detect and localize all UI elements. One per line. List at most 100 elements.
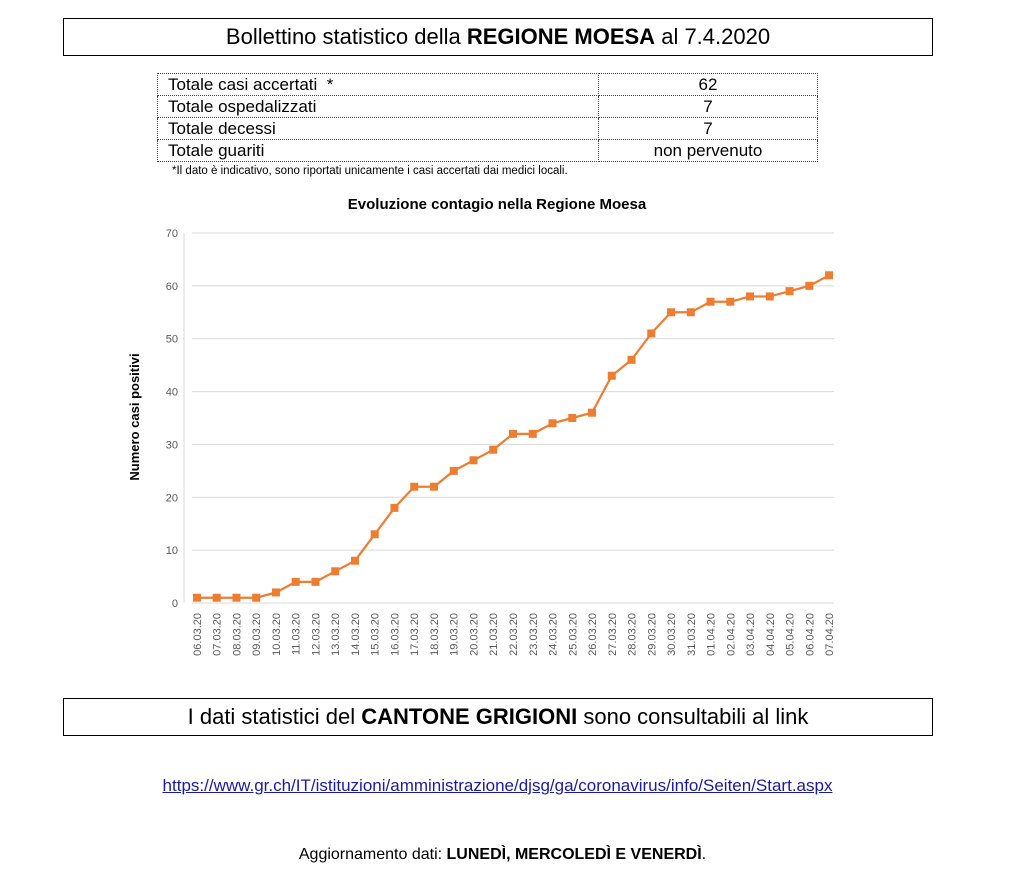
y-tick-label: 20 <box>166 492 178 504</box>
x-tick-label: 07.04.20 <box>824 613 836 656</box>
data-point <box>232 593 241 602</box>
y-axis-ticks: 0 10 20 30 40 50 60 70 <box>166 228 178 610</box>
table-row: Totale guariti non pervenuto <box>157 139 818 162</box>
data-point <box>686 308 695 317</box>
data-point <box>825 271 834 280</box>
data-point <box>331 567 340 576</box>
x-tick-label: 15.03.20 <box>370 613 382 656</box>
data-point <box>509 429 517 438</box>
data-point <box>271 588 280 597</box>
x-tick-label: 06.03.20 <box>192 613 204 656</box>
row-value: 62 <box>598 73 818 96</box>
x-tick-label: 13.03.20 <box>330 613 342 656</box>
table-footnote: *Il dato è indicativo, sono riportati un… <box>172 165 568 177</box>
data-point <box>192 593 201 602</box>
row-label: Totale ospedalizzati <box>157 95 599 118</box>
x-tick-label: 11.03.20 <box>291 613 303 655</box>
y-tick-label: 10 <box>166 545 178 557</box>
x-tick-label: 09.03.20 <box>251 613 263 656</box>
data-point <box>410 482 419 491</box>
data-point <box>746 292 755 301</box>
row-label: Totale guariti <box>157 139 599 162</box>
data-point <box>291 577 300 586</box>
data-point <box>489 445 498 454</box>
x-tick-label: 27.03.20 <box>607 613 619 656</box>
x-tick-label: 21.03.20 <box>488 613 500 656</box>
x-tick-label: 31.03.20 <box>686 613 698 656</box>
title-prefix: Bollettino statistico della <box>225 24 461 49</box>
cantone-suffix: sono consultabili al link <box>583 704 809 729</box>
x-axis-ticks: 06.03.20 07.03.20 08.03.20 09.03.20 10.03.20… <box>192 613 836 656</box>
title-date: al 7.4.2020 <box>661 24 771 49</box>
y-tick-label: 70 <box>166 228 178 240</box>
x-tick-label: 03.04.20 <box>745 613 757 656</box>
x-tick-label: 01.04.20 <box>706 613 718 656</box>
data-point <box>370 530 379 539</box>
x-tick-label: 06.04.20 <box>804 613 816 656</box>
data-point <box>252 593 261 602</box>
row-value: 7 <box>598 95 818 118</box>
data-point <box>311 577 320 586</box>
update-note: Aggiornamento dati: LUNEDÌ, MERCOLEDÌ E … <box>0 846 1005 864</box>
x-tick-label: 14.03.20 <box>350 613 362 656</box>
row-value: non pervenuto <box>598 139 818 162</box>
x-tick-label: 23.03.20 <box>528 613 540 656</box>
y-axis-label: Numero casi positivi <box>127 353 142 480</box>
row-value: 7 <box>598 117 818 140</box>
update-days: LUNEDÌ, MERCOLEDÌ E VENERDÌ <box>446 846 702 863</box>
row-label: Totale casi accertati * <box>157 73 599 96</box>
cantone-info-box: I dati statistici del CANTONE GRIGIONI s… <box>63 698 933 736</box>
update-prefix: Aggiornamento dati: <box>298 846 443 863</box>
data-point <box>647 329 656 338</box>
data-point <box>805 281 814 290</box>
data-point <box>765 292 774 301</box>
update-suffix: . <box>701 846 707 863</box>
x-tick-label: 17.03.20 <box>409 613 421 656</box>
x-tick-label: 10.03.20 <box>271 613 283 656</box>
x-tick-label: 08.03.20 <box>231 613 243 656</box>
chart-title: Evoluzione contagio nella Regione Moesa <box>348 196 647 213</box>
x-tick-label: 22.03.20 <box>508 613 520 656</box>
x-tick-label: 28.03.20 <box>627 613 639 656</box>
data-point <box>390 503 399 512</box>
y-tick-label: 0 <box>172 598 178 610</box>
row-label: Totale decessi <box>157 117 599 140</box>
x-tick-label: 18.03.20 <box>429 613 441 656</box>
x-tick-label: 30.03.20 <box>666 613 678 656</box>
data-point <box>667 308 676 317</box>
title-region: REGIONE MOESA <box>466 24 656 49</box>
x-tick-label: 29.03.20 <box>646 613 658 656</box>
x-tick-label: 20.03.20 <box>468 613 480 656</box>
data-point <box>785 287 794 296</box>
table-row: Totale ospedalizzati 7 <box>157 95 818 118</box>
data-point <box>568 414 577 422</box>
cantone-prefix: I dati statistici del <box>187 704 356 729</box>
data-point <box>548 419 557 428</box>
data-point <box>726 297 735 306</box>
bulletin-title: Bollettino statistico della REGIONE MOES… <box>63 18 933 56</box>
data-point <box>627 355 636 364</box>
data-point <box>350 556 359 565</box>
stats-table: Totale casi accertati * 62 Totale ospeda… <box>157 73 818 162</box>
url-line: https://www.gr.ch/IT/istituzioni/amminis… <box>0 776 995 796</box>
cantone-link[interactable]: https://www.gr.ch/IT/istituzioni/amminis… <box>162 776 833 795</box>
data-point <box>607 371 616 380</box>
data-point <box>212 593 221 602</box>
y-tick-label: 60 <box>166 281 178 293</box>
x-tick-label: 04.04.20 <box>765 613 777 656</box>
data-point <box>528 429 537 438</box>
x-tick-label: 25.03.20 <box>567 613 579 656</box>
x-tick-label: 16.03.20 <box>389 613 401 656</box>
y-tick-label: 30 <box>166 439 178 451</box>
x-tick-label: 26.03.20 <box>587 613 599 656</box>
data-point <box>469 456 478 465</box>
series-markers <box>192 271 834 602</box>
x-tick-label: 05.04.20 <box>785 613 797 656</box>
x-tick-label: 02.04.20 <box>725 613 737 656</box>
x-tick-label: 24.03.20 <box>548 613 560 656</box>
x-tick-label: 19.03.20 <box>449 613 461 656</box>
y-tick-label: 40 <box>166 387 178 399</box>
x-tick-label: 12.03.20 <box>310 613 322 656</box>
contagion-line-chart: Evoluzione contagio nella Regione Moesa … <box>127 196 836 656</box>
data-point <box>706 297 715 306</box>
